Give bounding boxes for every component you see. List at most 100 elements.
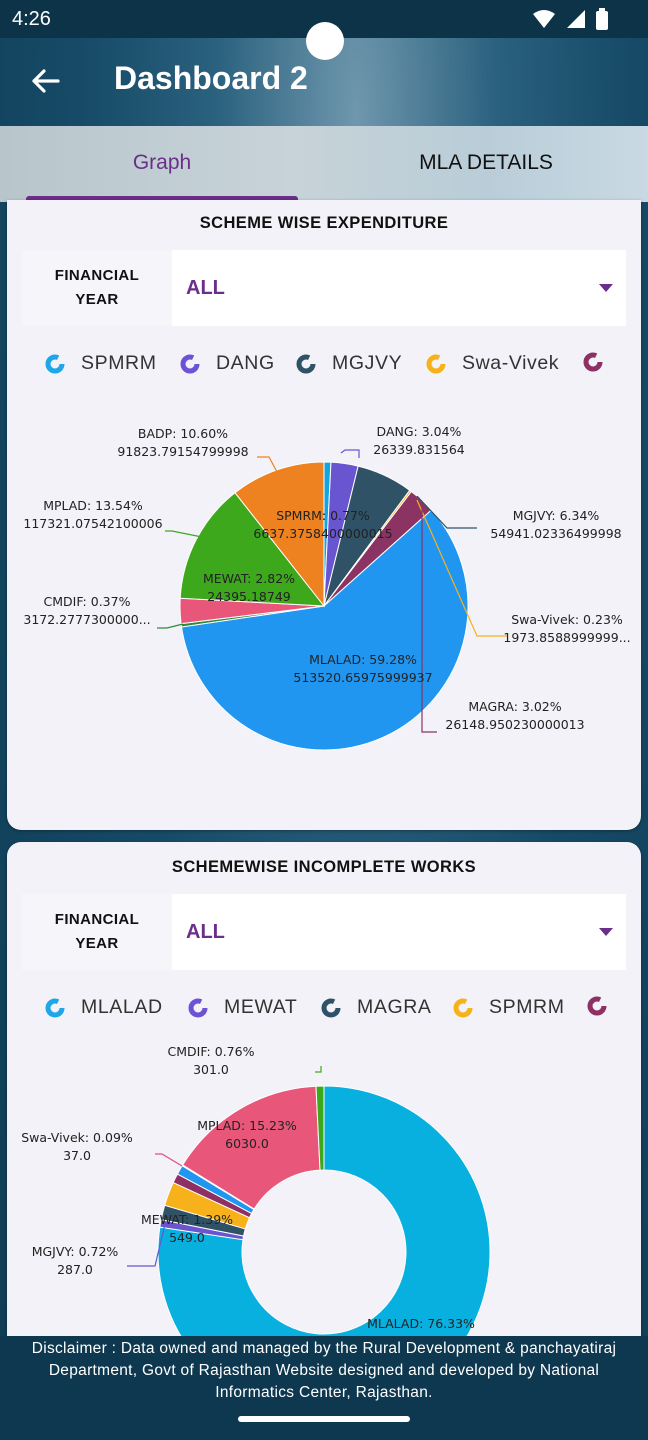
legend-label: MGJVY [332, 352, 403, 374]
data-label-name: DANG: 3.04% [377, 424, 462, 439]
data-label-name: Swa-Vivek: 0.09% [21, 1130, 133, 1145]
data-label-value: 6637.3758400000015 [253, 526, 392, 541]
financial-year-label-line1: FINANCIAL [54, 267, 140, 284]
legend-ring-icon [321, 998, 341, 1017]
data-label-name: SPMRM: 0.77% [276, 508, 370, 523]
label-leader-line [127, 1223, 166, 1267]
status-bar: 4:26 [0, 0, 648, 38]
tab-graph[interactable]: Graph [132, 151, 192, 174]
data-label-value: 26148.950230000013 [445, 717, 584, 732]
tab-bar: Graph MLA DETAILS [0, 126, 648, 202]
legend-item[interactable]: MEWAT [188, 996, 297, 1019]
data-label-name: MLALAD: 59.28% [309, 652, 417, 667]
legend-label: Swa-Vivek [462, 352, 560, 374]
tab-mla-details[interactable]: MLA DETAILS [419, 151, 553, 174]
label-leader-line [421, 506, 437, 733]
data-label-value: 3172.2777300000... [23, 612, 150, 627]
legend-label: SPMRM [489, 996, 565, 1018]
financial-year-dropdown[interactable]: FINANCIAL YEAR ALL [22, 894, 626, 970]
legend-item[interactable] [587, 996, 623, 1016]
data-label-value: 91823.79154799998 [117, 444, 248, 459]
dropdown-arrow-icon [599, 284, 613, 292]
data-label-name: MAGRA: 3.02% [468, 699, 561, 714]
data-label-value: 287.0 [57, 1262, 93, 1277]
financial-year-label-line2: YEAR [75, 935, 119, 952]
home-indicator[interactable] [238, 1416, 410, 1422]
data-label-value: 1973.8588999999... [503, 630, 630, 645]
legend-ring-icon [45, 998, 65, 1017]
card-title: SCHEME WISE EXPENDITURE [199, 214, 449, 232]
data-label-name: MEWAT: 1.39% [141, 1212, 233, 1227]
legend-label: MLALAD [81, 996, 163, 1018]
data-label-name: MGJVY: 6.34% [513, 508, 600, 523]
financial-year-label-line1: FINANCIAL [54, 911, 140, 928]
pie-slice-badp[interactable] [234, 461, 325, 608]
legend-ring-icon [180, 354, 200, 373]
legend-item[interactable]: SPMRM [453, 996, 565, 1019]
legend-item[interactable]: MGJVY [296, 352, 402, 375]
data-label-name: MPLAD: 15.23% [197, 1118, 297, 1133]
label-leader-line [155, 1153, 183, 1167]
pie-slice-mplad[interactable] [181, 1085, 321, 1210]
pie-slice-mlalad[interactable] [180, 509, 469, 751]
data-label-value: 549.0 [169, 1230, 205, 1245]
legend-item[interactable]: SPMRM [45, 352, 157, 375]
legend-ring-icon [45, 354, 65, 373]
back-arrow-icon[interactable] [28, 64, 62, 98]
app-bar: Dashboard 2 [0, 38, 648, 126]
financial-year-value: ALL [186, 921, 225, 943]
legend-item[interactable]: Swa-Vivek [426, 352, 559, 375]
data-label-value: 513520.65975999937 [293, 670, 432, 685]
legend-item[interactable]: DANG [180, 352, 275, 375]
legend-item[interactable]: MAGRA [321, 996, 432, 1019]
data-label-value: 117321.07542100006 [23, 516, 162, 531]
data-label-value: 54941.02336499998 [490, 526, 621, 541]
status-time: 4:26 [12, 8, 51, 30]
legend-item[interactable] [583, 352, 619, 372]
page-title: Dashboard 2 [114, 60, 308, 96]
legend-label: SPMRM [81, 352, 157, 374]
financial-year-dropdown[interactable]: FINANCIAL YEAR ALL [22, 250, 626, 326]
battery-icon [596, 8, 608, 30]
disclaimer-text: Disclaimer : Data owned and managed by t… [31, 1340, 617, 1401]
pie-slice-mlalad[interactable] [157, 1085, 491, 1362]
pie-slice-mplad[interactable] [179, 492, 326, 607]
label-leader-line [165, 530, 208, 539]
legend-label: DANG [216, 352, 275, 374]
expenditure-card: SCHEME WISE EXPENDITURE FINANCIAL YEAR AL… [7, 200, 641, 830]
data-label-value: 301.0 [193, 1062, 229, 1077]
financial-year-label-line2: YEAR [75, 291, 119, 308]
incomplete-works-donut-chart: MLALAD: 76.33% MGJVY: 0.72% 287.0 MEWAT: 1.… [21, 1044, 491, 1362]
data-label-name: CMDIF: 0.76% [168, 1044, 255, 1059]
legend-ring-icon [426, 354, 446, 373]
data-label-name: MEWAT: 2.82% [203, 571, 295, 586]
tab-indicator [26, 196, 298, 202]
financial-year-value: ALL [186, 277, 225, 299]
data-label-value: 6030.0 [225, 1136, 269, 1151]
data-label-value: 24395.18749 [207, 589, 291, 604]
label-leader-line [416, 499, 507, 637]
legend-ring-icon [453, 998, 473, 1017]
pie-slice-cmdif[interactable] [315, 1085, 325, 1171]
disclaimer-footer: Disclaimer : Data owned and managed by t… [0, 1336, 648, 1404]
data-label-value: 26339.831564 [373, 442, 465, 457]
label-leader-line [157, 623, 184, 629]
legend-item[interactable]: MLALAD [45, 996, 163, 1019]
legend-ring-icon [583, 352, 603, 372]
legend-ring-icon [188, 998, 208, 1017]
legend-label: MAGRA [357, 996, 432, 1018]
label-leader-line [416, 495, 477, 529]
data-label-name: Swa-Vivek: 0.23% [511, 612, 623, 627]
expenditure-pie-chart: SPMRM: 0.77% 6637.3758400000015 DANG: 3.04… [23, 424, 631, 751]
incomplete-works-card: SCHEMEWISE INCOMPLETE WORKS FINANCIAL YEA… [7, 842, 641, 1362]
data-label-name: MPLAD: 13.54% [43, 498, 143, 513]
legend-ring-icon [587, 996, 607, 1016]
chart-legend: MLALAD MEWAT MAGRA SPMRM [7, 996, 641, 1026]
data-label-value: 37.0 [63, 1148, 91, 1163]
wifi-icon [533, 10, 555, 28]
card-title: SCHEMEWISE INCOMPLETE WORKS [171, 858, 477, 876]
chart-legend: SPMRM DANG MGJVY Swa-Vivek [7, 352, 641, 382]
financial-year-label: FINANCIAL YEAR [22, 250, 172, 326]
navigation-bar [0, 1404, 648, 1440]
status-icons [532, 8, 608, 30]
